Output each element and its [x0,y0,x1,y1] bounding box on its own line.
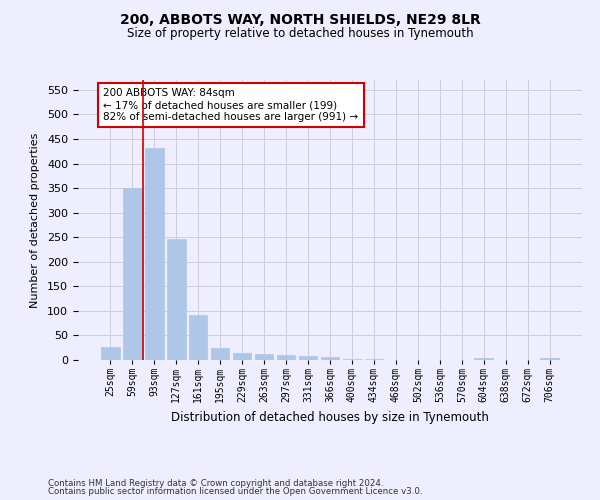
Bar [299,356,317,360]
Text: Contains HM Land Registry data © Crown copyright and database right 2024.: Contains HM Land Registry data © Crown c… [48,478,383,488]
Bar [167,238,185,360]
X-axis label: Distribution of detached houses by size in Tynemouth: Distribution of detached houses by size … [171,410,489,424]
Bar [123,188,142,360]
Bar [255,354,274,360]
Bar [541,358,559,360]
Bar [277,354,295,360]
Bar [343,358,361,360]
Text: Size of property relative to detached houses in Tynemouth: Size of property relative to detached ho… [127,28,473,40]
Text: 200 ABBOTS WAY: 84sqm
← 17% of detached houses are smaller (199)
82% of semi-det: 200 ABBOTS WAY: 84sqm ← 17% of detached … [103,88,358,122]
Bar [145,148,164,360]
Bar [101,346,119,360]
Bar [211,348,229,360]
Bar [320,357,340,360]
Bar [189,315,208,360]
Bar [475,358,493,360]
Text: 200, ABBOTS WAY, NORTH SHIELDS, NE29 8LR: 200, ABBOTS WAY, NORTH SHIELDS, NE29 8LR [119,12,481,26]
Text: Contains public sector information licensed under the Open Government Licence v3: Contains public sector information licen… [48,487,422,496]
Bar [233,352,251,360]
Y-axis label: Number of detached properties: Number of detached properties [30,132,40,308]
Bar [365,358,383,360]
